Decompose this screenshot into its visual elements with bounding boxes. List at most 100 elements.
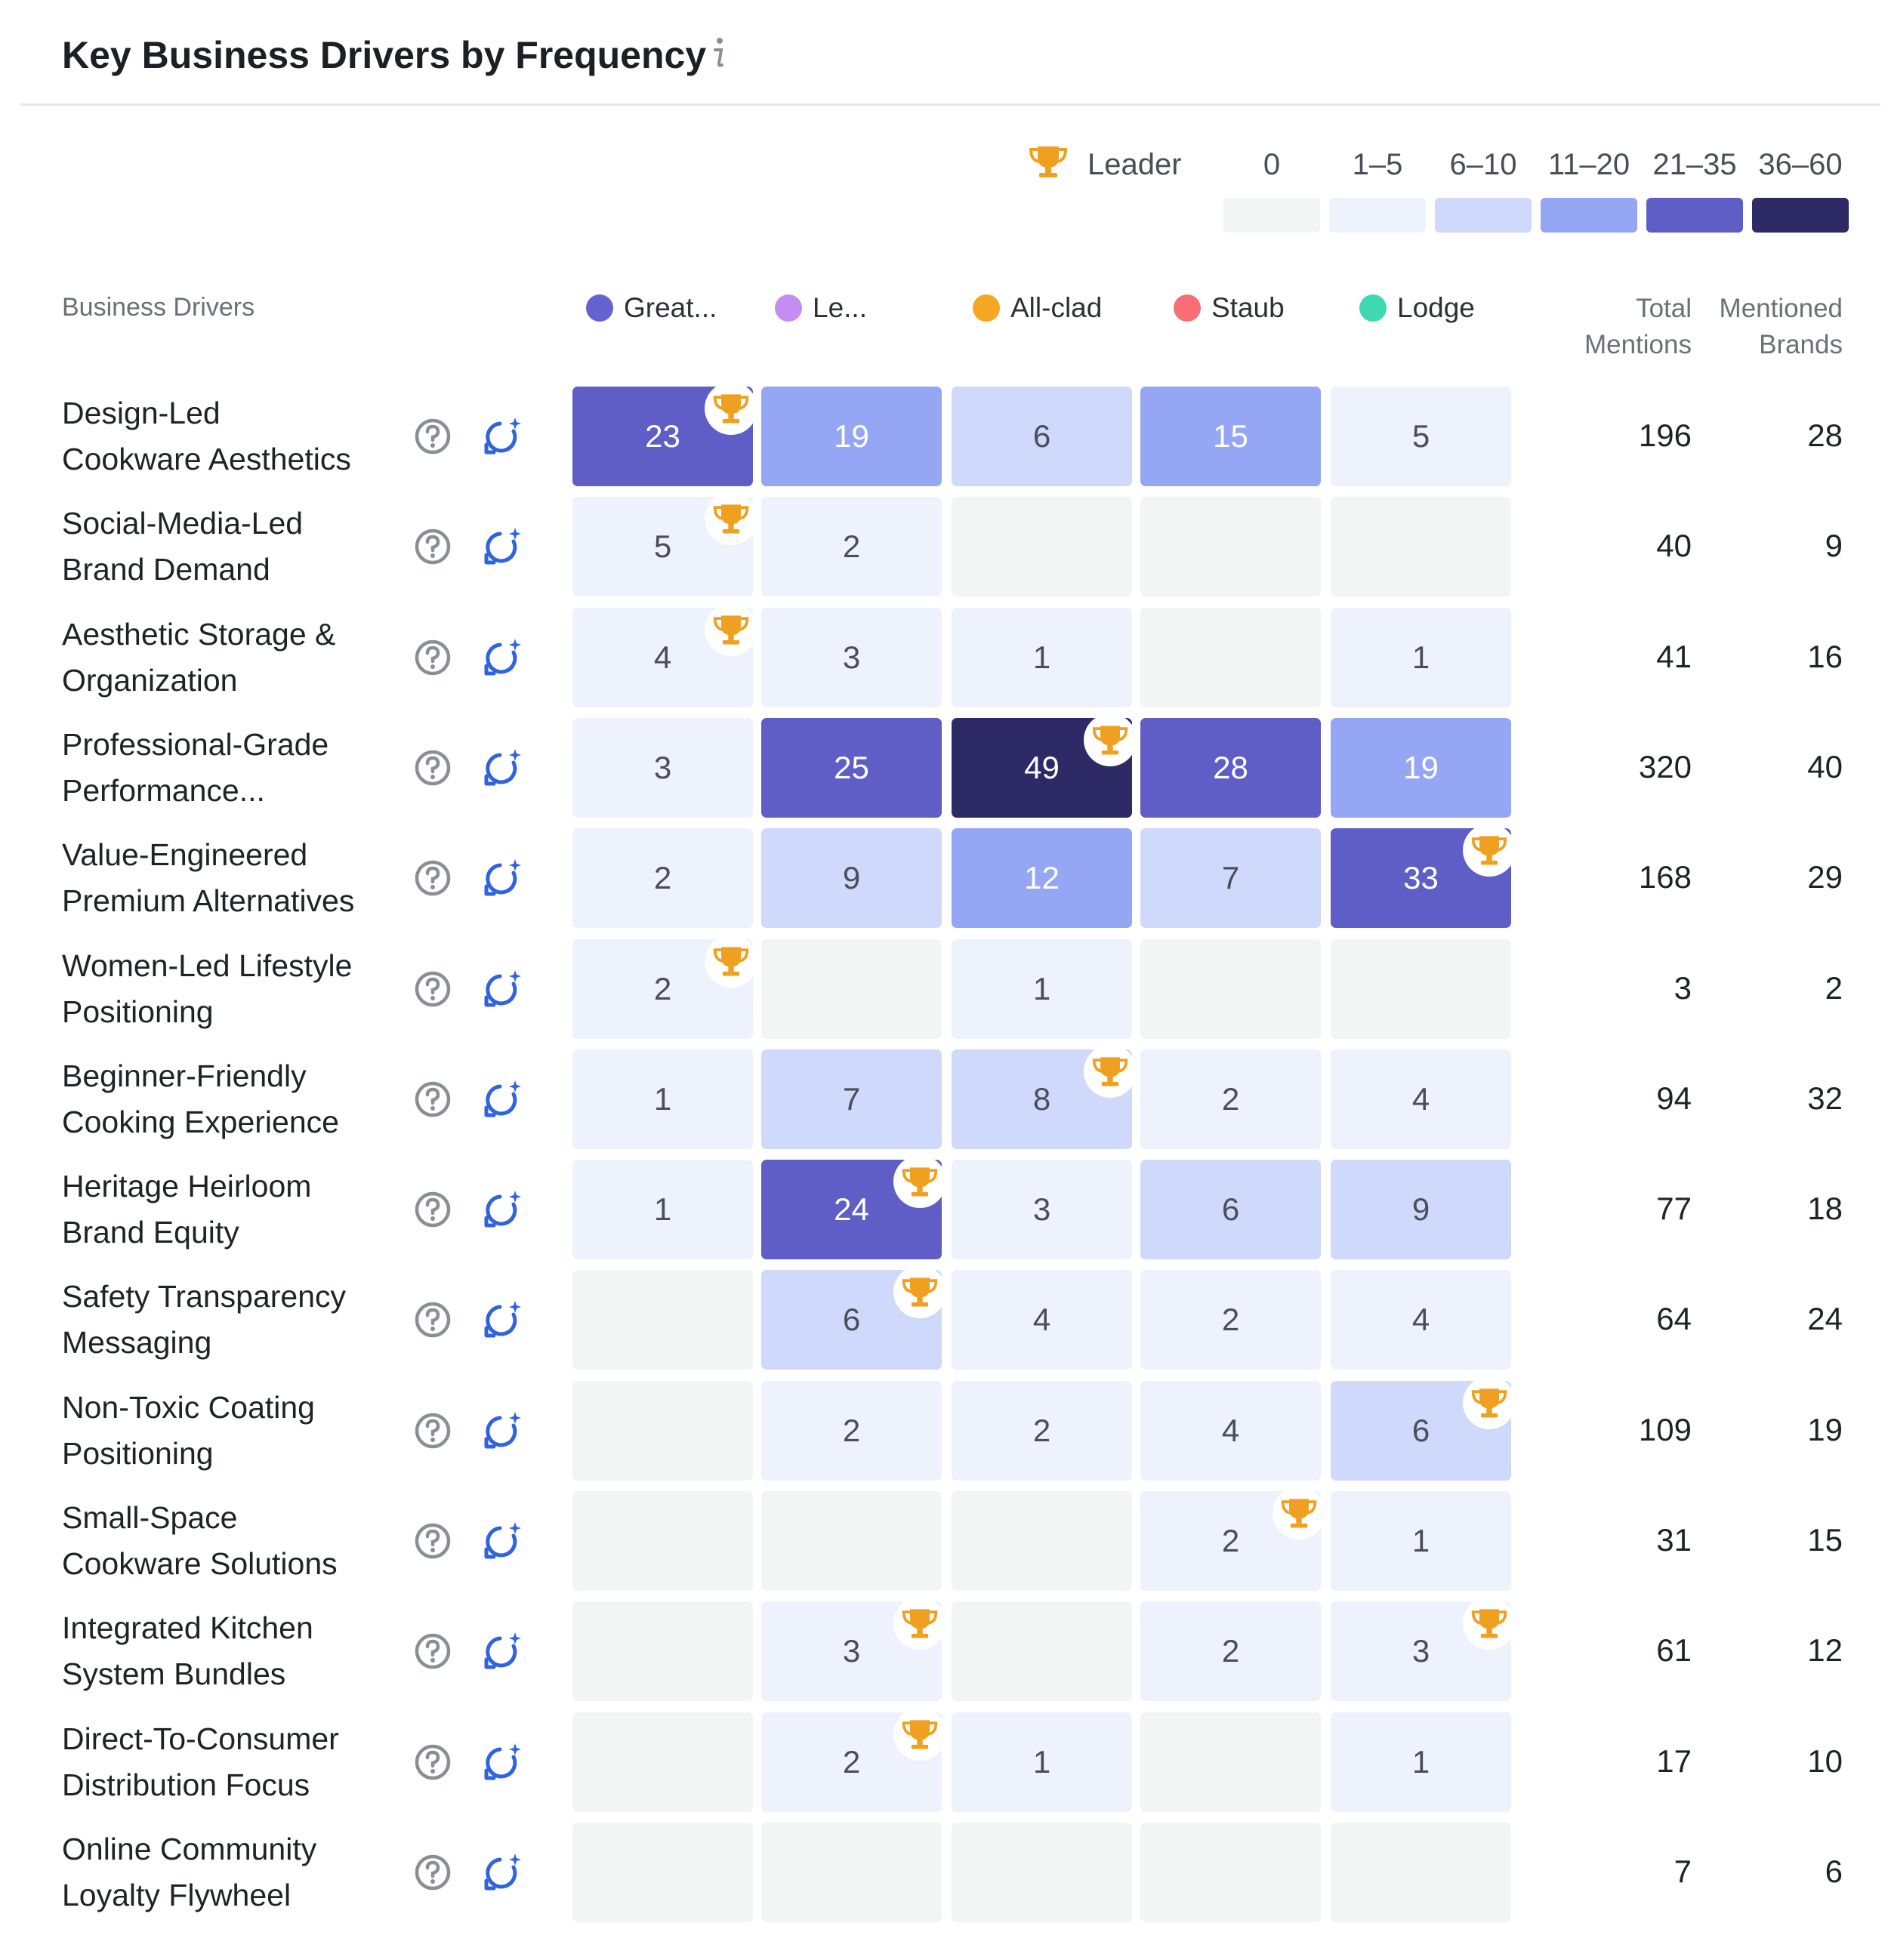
heatmap-cell[interactable] — [761, 1491, 942, 1591]
driver-label-line: System Bundles — [62, 1656, 286, 1691]
heatmap-cell[interactable] — [1140, 497, 1321, 596]
help-circle-icon[interactable] — [414, 859, 452, 897]
heatmap-cell[interactable]: 9 — [761, 828, 942, 928]
help-circle-icon[interactable] — [414, 1412, 452, 1450]
heatmap-cell[interactable]: 4 — [1331, 1049, 1511, 1149]
total-mentions-value: 40 — [1656, 528, 1692, 563]
heatmap-cell[interactable] — [952, 1601, 1132, 1701]
heatmap-cell[interactable] — [572, 1601, 753, 1701]
trophy-icon — [902, 1609, 938, 1638]
heatmap-cell[interactable]: 2 — [1140, 1049, 1321, 1149]
heatmap-cell[interactable] — [1140, 939, 1321, 1039]
ai-refresh-icon[interactable] — [480, 1298, 524, 1342]
help-circle-icon[interactable] — [414, 1522, 452, 1560]
help-circle-icon[interactable] — [414, 1191, 452, 1228]
heatmap-cell[interactable]: 3 — [952, 1160, 1132, 1259]
heatmap-cell[interactable]: 9 — [1331, 1160, 1511, 1259]
help-circle-icon[interactable] — [414, 528, 452, 566]
ai-refresh-icon[interactable] — [480, 414, 524, 458]
ai-refresh-icon[interactable] — [480, 1077, 524, 1121]
heatmap-cell[interactable]: 2 — [572, 828, 753, 928]
heatmap-cell[interactable]: 28 — [1140, 718, 1321, 818]
help-circle-icon[interactable] — [414, 749, 452, 787]
heatmap-cell[interactable]: 12 — [952, 828, 1132, 928]
ai-refresh-icon[interactable] — [480, 746, 524, 790]
heatmap-cell[interactable]: 19 — [1331, 718, 1511, 818]
brand-column-header[interactable]: Great... — [586, 291, 717, 325]
help-circle-icon[interactable] — [414, 1854, 452, 1891]
help-circle-icon[interactable] — [414, 1743, 452, 1781]
cell-value: 7 — [842, 1081, 861, 1117]
heatmap-cell[interactable]: 1 — [1331, 608, 1511, 707]
help-circle-icon[interactable] — [414, 1632, 452, 1670]
ai-refresh-icon[interactable] — [480, 856, 524, 900]
heatmap-cell[interactable] — [572, 1491, 753, 1591]
heatmap-cell[interactable] — [1140, 1823, 1321, 1922]
heatmap-cell[interactable] — [761, 939, 942, 1039]
heatmap-cell[interactable]: 1 — [1331, 1491, 1511, 1591]
ai-refresh-icon[interactable] — [480, 1851, 524, 1894]
brand-column-header[interactable]: Staub — [1174, 291, 1285, 325]
heatmap-cell[interactable]: 5 — [1331, 387, 1511, 486]
heatmap-cell[interactable] — [1331, 939, 1511, 1039]
heatmap-cell[interactable]: 4 — [1140, 1381, 1321, 1481]
help-circle-icon[interactable] — [414, 418, 452, 455]
heatmap-cell[interactable]: 7 — [1140, 828, 1321, 928]
brand-column-header[interactable]: Le... — [775, 291, 867, 325]
ai-refresh-icon[interactable] — [480, 1519, 524, 1563]
heatmap-cell[interactable]: 4 — [952, 1270, 1132, 1370]
heatmap-cell[interactable]: 4 — [1331, 1270, 1511, 1370]
heatmap-cell[interactable]: 3 — [572, 718, 753, 818]
ai-refresh-icon[interactable] — [480, 1188, 524, 1231]
heatmap-cell[interactable] — [952, 497, 1132, 596]
ai-refresh-icon[interactable] — [480, 1409, 524, 1453]
heatmap-cell[interactable] — [1331, 1823, 1511, 1922]
ai-refresh-icon[interactable] — [480, 1629, 524, 1673]
heatmap-cell[interactable]: 2 — [761, 1381, 942, 1481]
heatmap-cell[interactable] — [761, 1823, 942, 1922]
heatmap-cell[interactable] — [572, 1381, 753, 1481]
heatmap-cell[interactable]: 6 — [1140, 1160, 1321, 1259]
heatmap-cell[interactable]: 3 — [761, 608, 942, 707]
heatmap-cell[interactable]: 2 — [1140, 1270, 1321, 1370]
heatmap-cell[interactable]: 1 — [952, 939, 1132, 1039]
heatmap-cell[interactable]: 7 — [761, 1049, 942, 1149]
mentioned-brands-value: 15 — [1807, 1522, 1843, 1558]
info-icon[interactable] — [708, 35, 728, 72]
heatmap-cell[interactable] — [1331, 497, 1511, 596]
heatmap-cell[interactable] — [1140, 608, 1321, 707]
heatmap-cell[interactable] — [1140, 1712, 1321, 1812]
heatmap-cell[interactable] — [952, 1823, 1132, 1922]
page-title: Key Business Drivers by Frequency — [62, 34, 707, 76]
heatmap-cell[interactable] — [952, 1491, 1132, 1591]
help-circle-icon[interactable] — [414, 970, 452, 1008]
ai-refresh-icon[interactable] — [480, 967, 524, 1011]
heatmap-cell[interactable]: 19 — [761, 387, 942, 486]
heatmap-cell[interactable]: 1 — [572, 1160, 753, 1259]
ai-refresh-icon[interactable] — [480, 525, 524, 569]
leader-trophy-badge — [1463, 1376, 1516, 1429]
ai-refresh-icon[interactable] — [480, 636, 524, 680]
heatmap-cell[interactable] — [572, 1823, 753, 1922]
heatmap-cell[interactable]: 2 — [1140, 1601, 1321, 1701]
heatmap-cell[interactable]: 2 — [952, 1381, 1132, 1481]
brand-column-header[interactable]: All-clad — [973, 291, 1102, 325]
heatmap-cell[interactable]: 2 — [761, 497, 942, 596]
cell-value: 3 — [1032, 1191, 1051, 1227]
ai-refresh-icon[interactable] — [480, 1740, 524, 1784]
driver-label-line: Small-Space — [62, 1500, 238, 1535]
help-circle-icon[interactable] — [414, 1080, 452, 1118]
heatmap-cell[interactable]: 1 — [572, 1049, 753, 1149]
heatmap-cell[interactable]: 1 — [1331, 1712, 1511, 1812]
help-circle-icon[interactable] — [414, 639, 452, 676]
driver-label-line: Integrated Kitchen — [62, 1610, 313, 1645]
brand-column-header[interactable]: Lodge — [1359, 291, 1475, 325]
help-circle-icon[interactable] — [414, 1301, 452, 1339]
heatmap-cell[interactable]: 15 — [1140, 387, 1321, 486]
heatmap-cell[interactable]: 1 — [952, 608, 1132, 707]
heatmap-cell[interactable]: 25 — [761, 718, 942, 818]
heatmap-cell[interactable]: 1 — [952, 1712, 1132, 1812]
heatmap-cell[interactable] — [572, 1712, 753, 1812]
heatmap-cell[interactable]: 6 — [952, 387, 1132, 486]
heatmap-cell[interactable] — [572, 1270, 753, 1370]
